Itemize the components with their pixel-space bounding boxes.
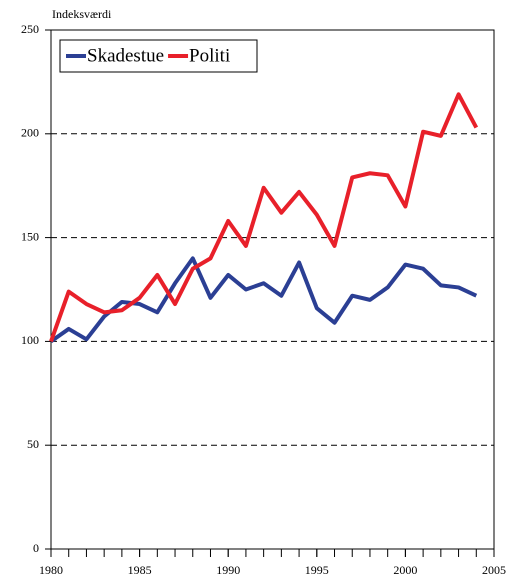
y-tick-label: 200 xyxy=(21,126,39,140)
x-tick-label: 2005 xyxy=(482,563,506,577)
y-axis-label: Indeksværdi xyxy=(52,7,112,21)
x-tick-label: 1985 xyxy=(128,563,152,577)
legend-box xyxy=(59,39,258,73)
x-tick-label: 1990 xyxy=(216,563,240,577)
plot-frame xyxy=(50,29,495,550)
legend: Skadestue Politi xyxy=(59,39,258,73)
x-tick-label: 1995 xyxy=(305,563,329,577)
y-tick-label: 0 xyxy=(33,541,39,555)
y-tick-label: 150 xyxy=(21,229,39,243)
legend-label: Politi xyxy=(189,45,230,66)
x-tick-label: 2000 xyxy=(393,563,417,577)
x-tick-label: 1980 xyxy=(39,563,63,577)
series-line xyxy=(49,92,479,343)
y-tick-label: 250 xyxy=(21,22,39,36)
y-tick-label: 100 xyxy=(21,333,39,347)
y-tick-label: 50 xyxy=(27,437,39,451)
series-line xyxy=(49,256,478,344)
legend-label: Skadestue xyxy=(87,45,164,66)
